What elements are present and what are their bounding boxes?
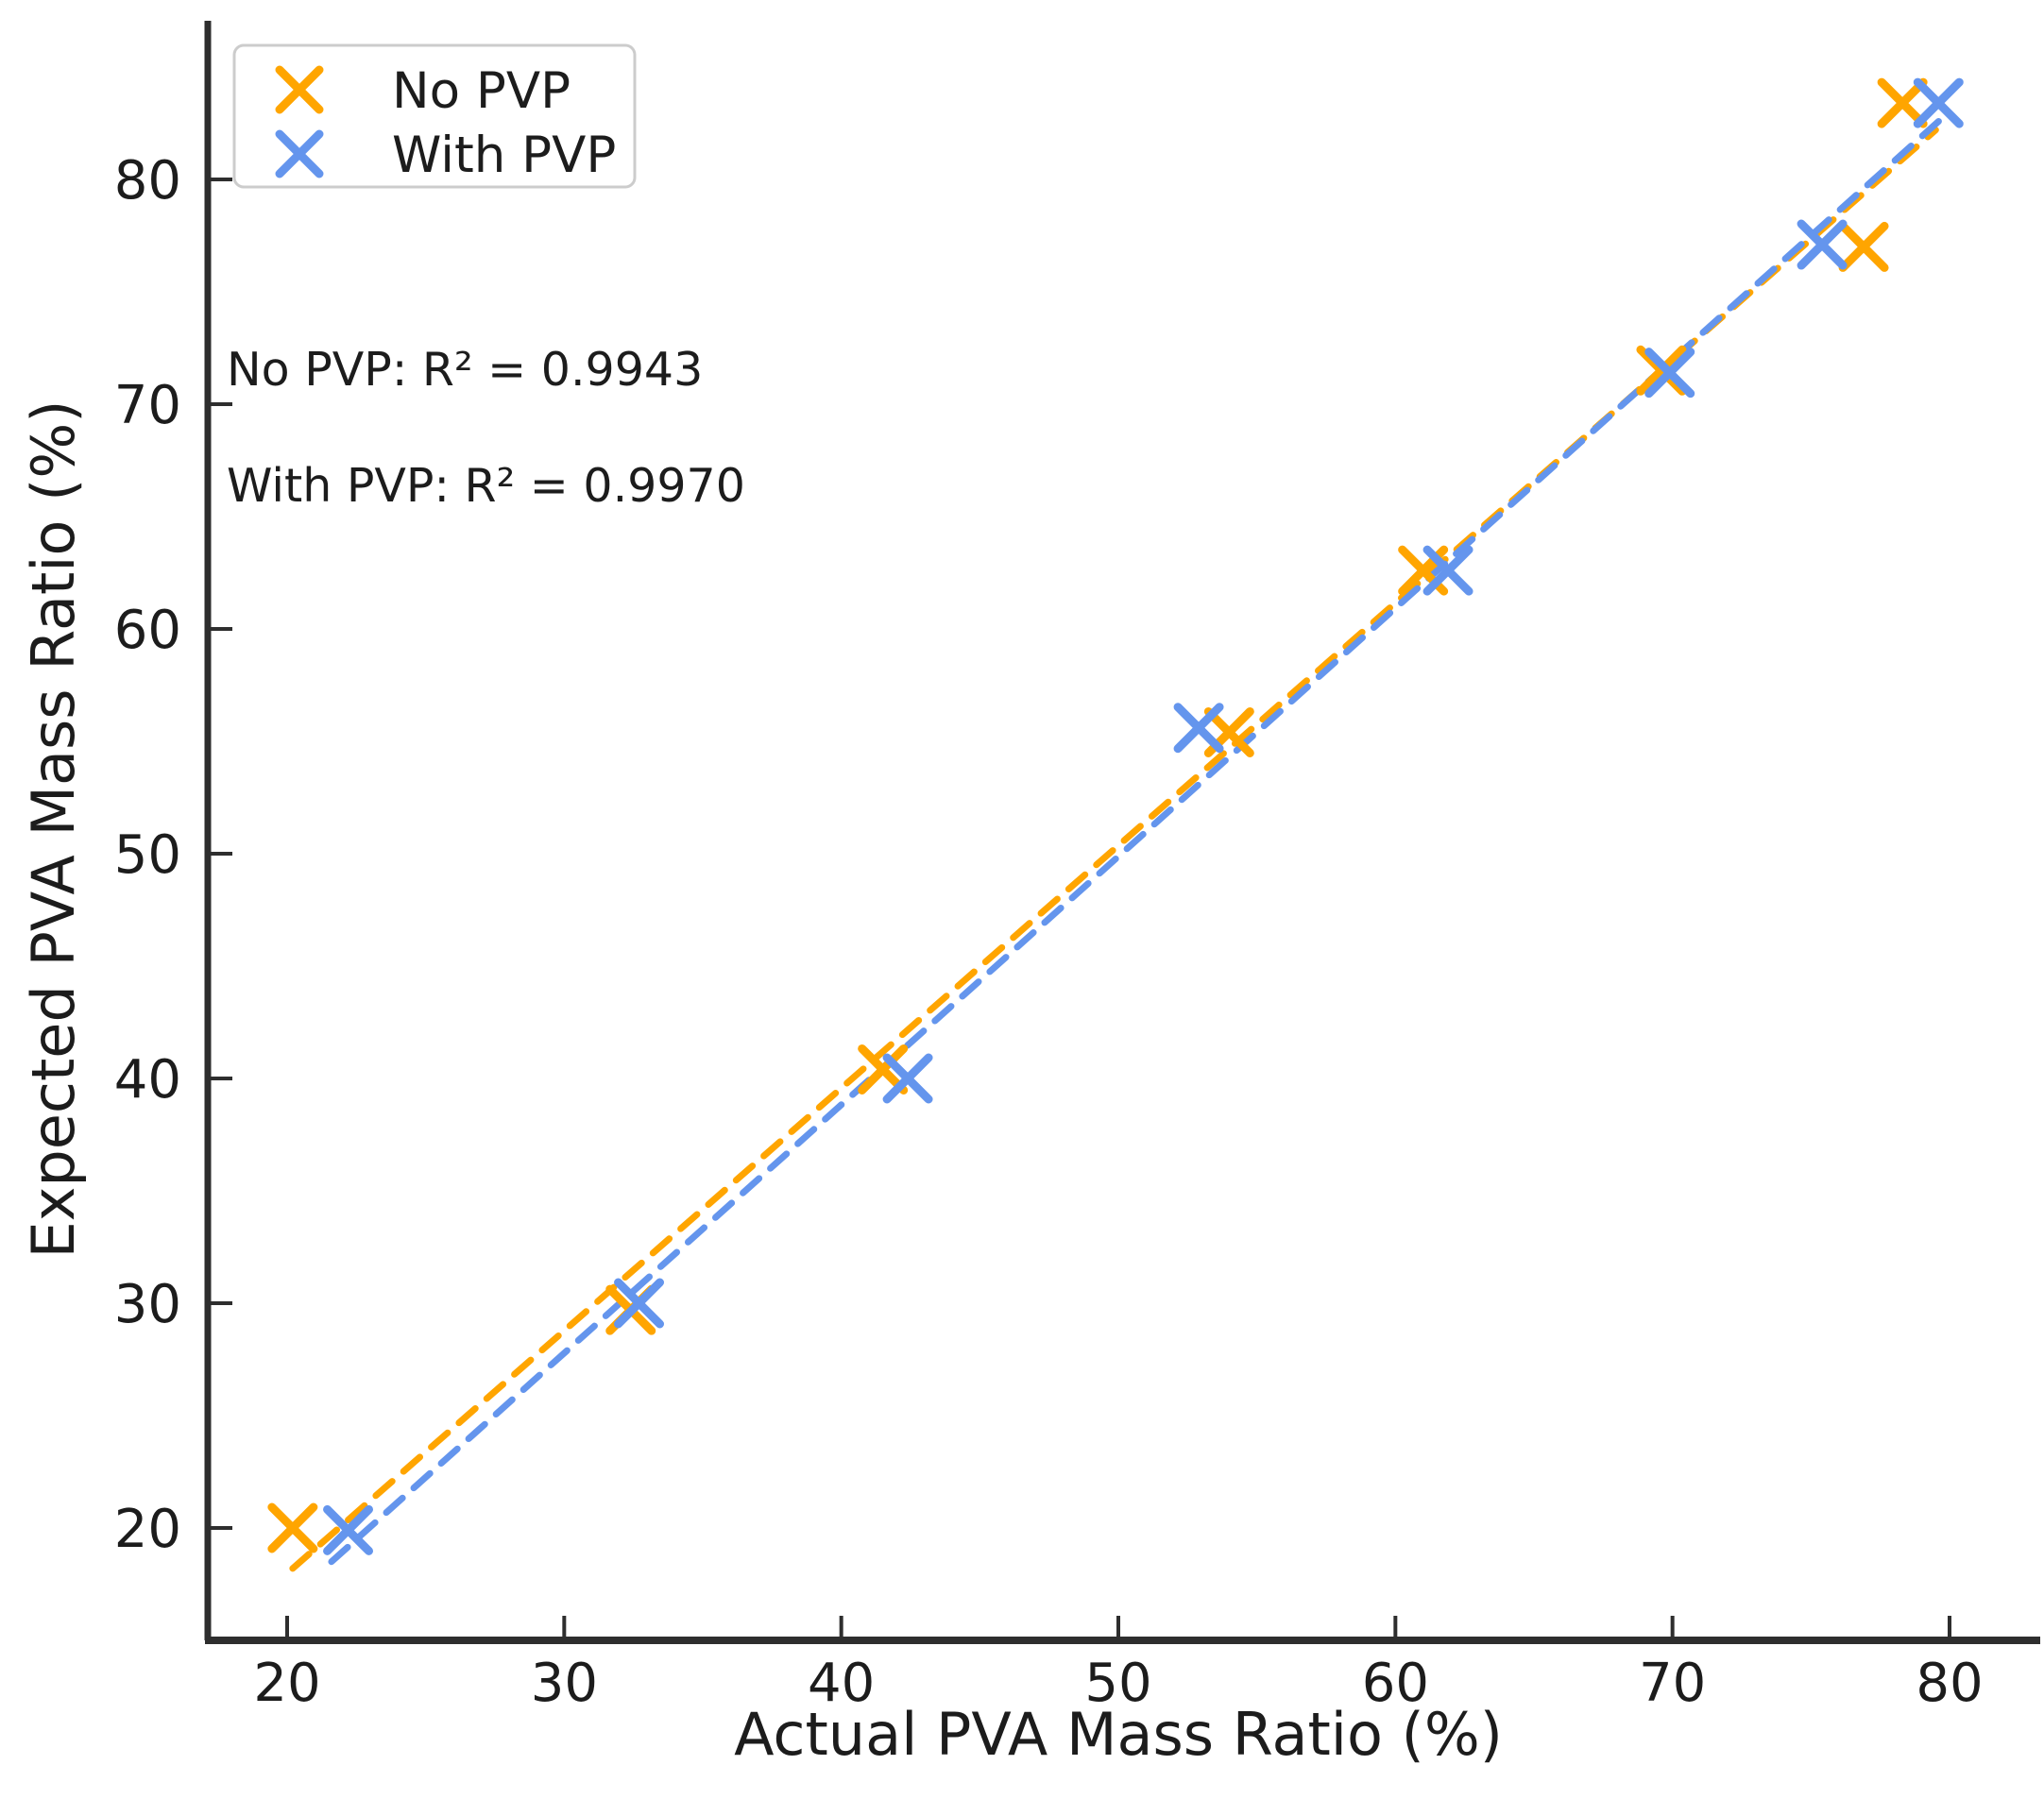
no-pvp-point bbox=[858, 1044, 909, 1095]
x-tick-label: 50 bbox=[1084, 1653, 1151, 1714]
y-tick-label: 40 bbox=[114, 1049, 181, 1111]
y-tick-label: 30 bbox=[114, 1274, 181, 1335]
no-pvp-point bbox=[267, 1502, 318, 1553]
x-tick-label: 20 bbox=[253, 1653, 320, 1714]
legend: No PVP With PVP bbox=[232, 43, 637, 189]
with-pvp-point bbox=[1422, 545, 1473, 596]
x-axis-label: Actual PVA Mass Ratio (%) bbox=[734, 1700, 1503, 1769]
legend-label-with-pvp: With PVP bbox=[392, 127, 616, 184]
y-axis-ticks: 20 30 40 50 60 70 80 bbox=[114, 150, 232, 1560]
annotation-with-pvp-r2: With PVP: R² = 0.9970 bbox=[227, 459, 745, 513]
y-axis-label: Expected PVA Mass Ratio (%) bbox=[19, 400, 88, 1259]
legend-label-no-pvp: No PVP bbox=[392, 62, 571, 120]
no-pvp-point bbox=[1838, 221, 1889, 272]
trendlines bbox=[289, 112, 1948, 1572]
legend-marker-no-pvp-x-icon bbox=[275, 65, 324, 114]
y-tick-label: 60 bbox=[114, 600, 181, 661]
no-pvp-point bbox=[1636, 345, 1687, 396]
x-tick-label: 70 bbox=[1639, 1653, 1706, 1714]
x-tick-label: 60 bbox=[1362, 1653, 1429, 1714]
with-pvp-trendline bbox=[328, 112, 1948, 1566]
with-pvp-point bbox=[882, 1053, 933, 1104]
annotation-no-pvp-r2: No PVP: R² = 0.9943 bbox=[227, 343, 703, 397]
x-tick-label: 80 bbox=[1916, 1653, 1983, 1714]
with-pvp-point bbox=[1797, 219, 1848, 270]
y-tick-label: 80 bbox=[114, 150, 181, 212]
y-tick-label: 20 bbox=[114, 1499, 181, 1560]
with-pvp-point bbox=[1913, 77, 1964, 128]
y-tick-label: 50 bbox=[114, 824, 181, 886]
legend-marker-with-pvp-x-icon bbox=[275, 129, 324, 178]
x-tick-label: 30 bbox=[531, 1653, 598, 1714]
with-pvp-point bbox=[614, 1278, 665, 1329]
x-axis-ticks: 20 30 40 50 60 70 80 bbox=[253, 1616, 1984, 1714]
scatter-markers bbox=[267, 77, 1964, 1555]
with-pvp-point bbox=[1173, 703, 1224, 754]
x-tick-label: 40 bbox=[808, 1653, 875, 1714]
y-tick-label: 70 bbox=[114, 375, 181, 436]
with-pvp-point bbox=[1644, 348, 1695, 399]
with-pvp-point bbox=[323, 1504, 374, 1555]
no-pvp-point bbox=[1877, 77, 1928, 128]
legend-box bbox=[232, 43, 637, 189]
